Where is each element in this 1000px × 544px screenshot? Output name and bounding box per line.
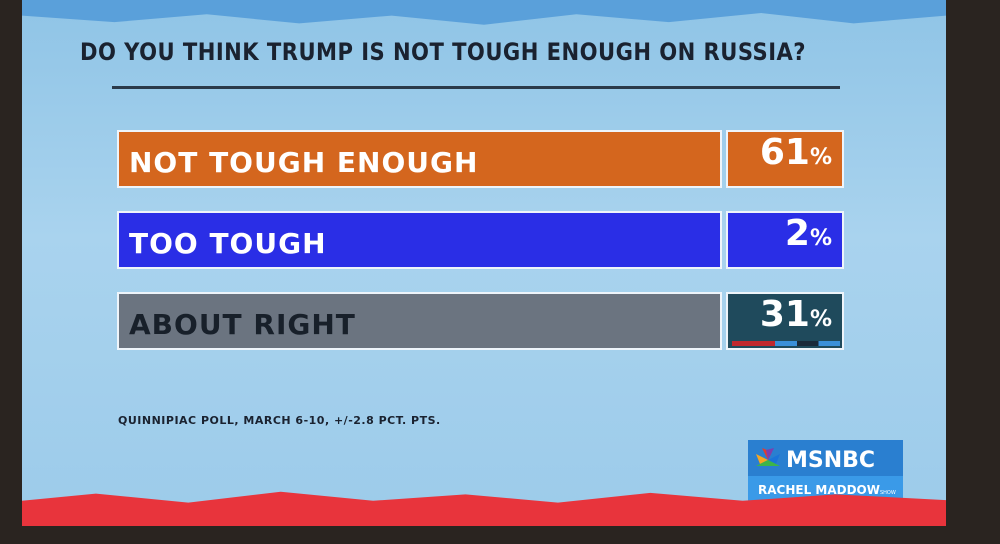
- row-bar: NOT TOUGH ENOUGH: [117, 130, 722, 188]
- row-bar: ABOUT RIGHT: [117, 292, 722, 350]
- row-value: 61: [759, 132, 810, 173]
- network: MSNBC: [786, 448, 875, 473]
- row-label: NOT TOUGH ENOUGH: [129, 146, 479, 179]
- row-value-box: 31%: [726, 292, 844, 350]
- source: QUINNIPIAC POLL, MARCH 6-10, +/-2.8 PCT.…: [118, 414, 441, 427]
- row-unit: %: [809, 226, 832, 251]
- top-edge: [22, 0, 946, 25]
- row-value-box: 61%: [726, 130, 844, 188]
- row-bar: TOO TOUGH: [117, 211, 722, 269]
- row-value: 2: [784, 213, 810, 254]
- row-value: 31: [759, 294, 810, 335]
- title: DO YOU THINK TRUMP IS NOT TOUGH ENOUGH O…: [80, 38, 806, 66]
- show: RACHEL MADDOW: [758, 483, 880, 497]
- row-label: ABOUT RIGHT: [129, 308, 356, 341]
- row-unit: %: [809, 145, 832, 170]
- show-suffix: SHOW: [880, 490, 896, 496]
- tv-screen: DO YOU THINK TRUMP IS NOT TOUGH ENOUGH O…: [22, 0, 946, 526]
- row-label: TOO TOUGH: [129, 227, 327, 260]
- row-unit: %: [809, 307, 832, 332]
- logo: MSNBC RACHEL MADDOW SHOW: [748, 440, 903, 502]
- stripe: [732, 341, 840, 346]
- title-rule: [112, 86, 840, 89]
- row-value-box: 2%: [726, 211, 844, 269]
